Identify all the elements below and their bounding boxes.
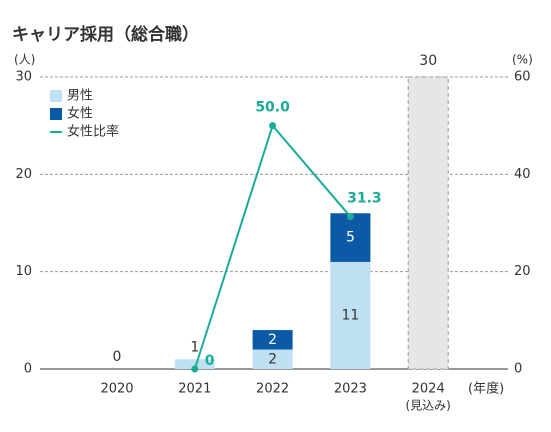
- line-value-label: 31.3: [347, 191, 382, 207]
- legend-label: 女性: [67, 106, 93, 122]
- legend-swatch: [50, 108, 62, 120]
- bar-value-label: 1: [190, 339, 199, 355]
- bar-value-label: 5: [346, 230, 355, 246]
- bar-value-label: 0: [113, 349, 122, 365]
- legend-swatch: [50, 90, 62, 102]
- bar-segment: [252, 330, 293, 350]
- bar-segment: [330, 261, 371, 369]
- y2-axis-unit: (%): [512, 53, 533, 67]
- forecast-label: 30: [419, 53, 437, 69]
- y-tick-label: 20: [15, 167, 32, 182]
- bar-value-label: 2: [268, 351, 277, 367]
- x-tick-sublabel: (見込み): [406, 399, 451, 413]
- bar-value-label: 2: [268, 332, 277, 348]
- line-value-label: 0: [205, 353, 215, 369]
- y2-tick-label: 20: [514, 264, 531, 279]
- x-tick-label: 2021: [178, 382, 211, 397]
- line-point: [269, 122, 277, 130]
- x-tick-label: 2023: [334, 382, 367, 397]
- y-tick-label: 0: [24, 362, 32, 377]
- forecast-bar: [407, 76, 449, 370]
- x-tick-label: 2022: [256, 382, 289, 397]
- bar-segment: [252, 349, 293, 369]
- line-point: [191, 365, 199, 373]
- legend-label: 男性: [67, 89, 93, 104]
- y-tick-label: 10: [15, 264, 32, 279]
- y2-tick-label: 60: [514, 70, 531, 85]
- y2-tick-label: 0: [514, 362, 522, 377]
- y2-tick-label: 40: [514, 167, 531, 182]
- legend-label: 女性比率: [67, 124, 119, 140]
- bar-segment: [174, 359, 215, 369]
- bar-segment: [330, 213, 371, 262]
- x-axis-label: (年度): [468, 381, 504, 397]
- line-value-label: 50.0: [255, 100, 290, 116]
- y-axis-unit: (人): [14, 53, 35, 67]
- line-point: [346, 213, 354, 221]
- chart-title: キャリア採用（総合職）: [12, 24, 199, 45]
- x-tick-label: 2020: [100, 382, 133, 397]
- x-tick-label: 2024: [412, 382, 445, 397]
- bar-value-label: 11: [341, 307, 359, 323]
- y-tick-label: 30: [15, 70, 32, 85]
